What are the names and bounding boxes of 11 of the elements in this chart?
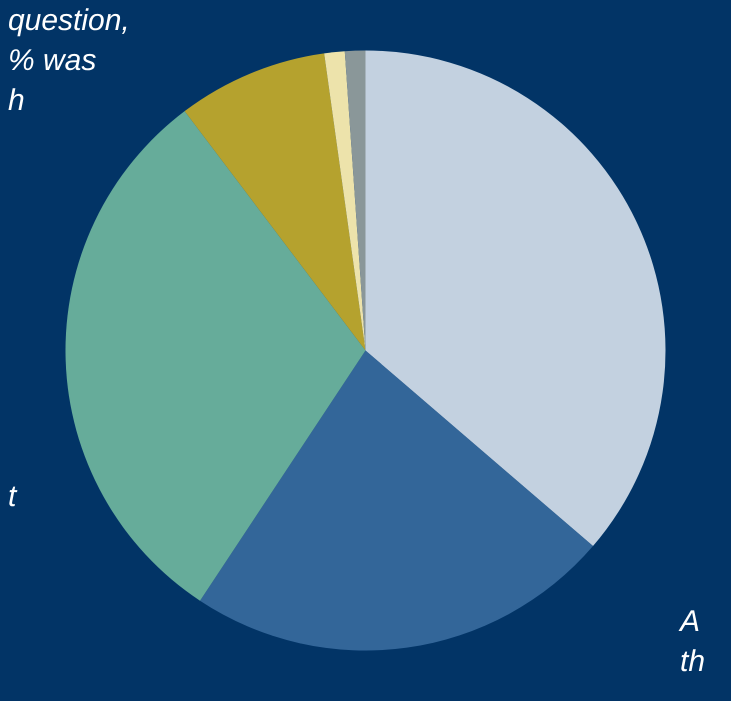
text: question,	[8, 4, 130, 38]
pie-slice	[324, 51, 366, 350]
pie-slice	[66, 111, 366, 601]
pie-slice	[366, 50, 666, 546]
text: t	[8, 480, 16, 514]
text: A	[680, 605, 700, 639]
text: th	[680, 645, 706, 679]
text: h	[8, 84, 25, 118]
pie-slice	[184, 53, 366, 350]
pie-slice	[200, 350, 594, 650]
text: % was	[8, 44, 96, 78]
